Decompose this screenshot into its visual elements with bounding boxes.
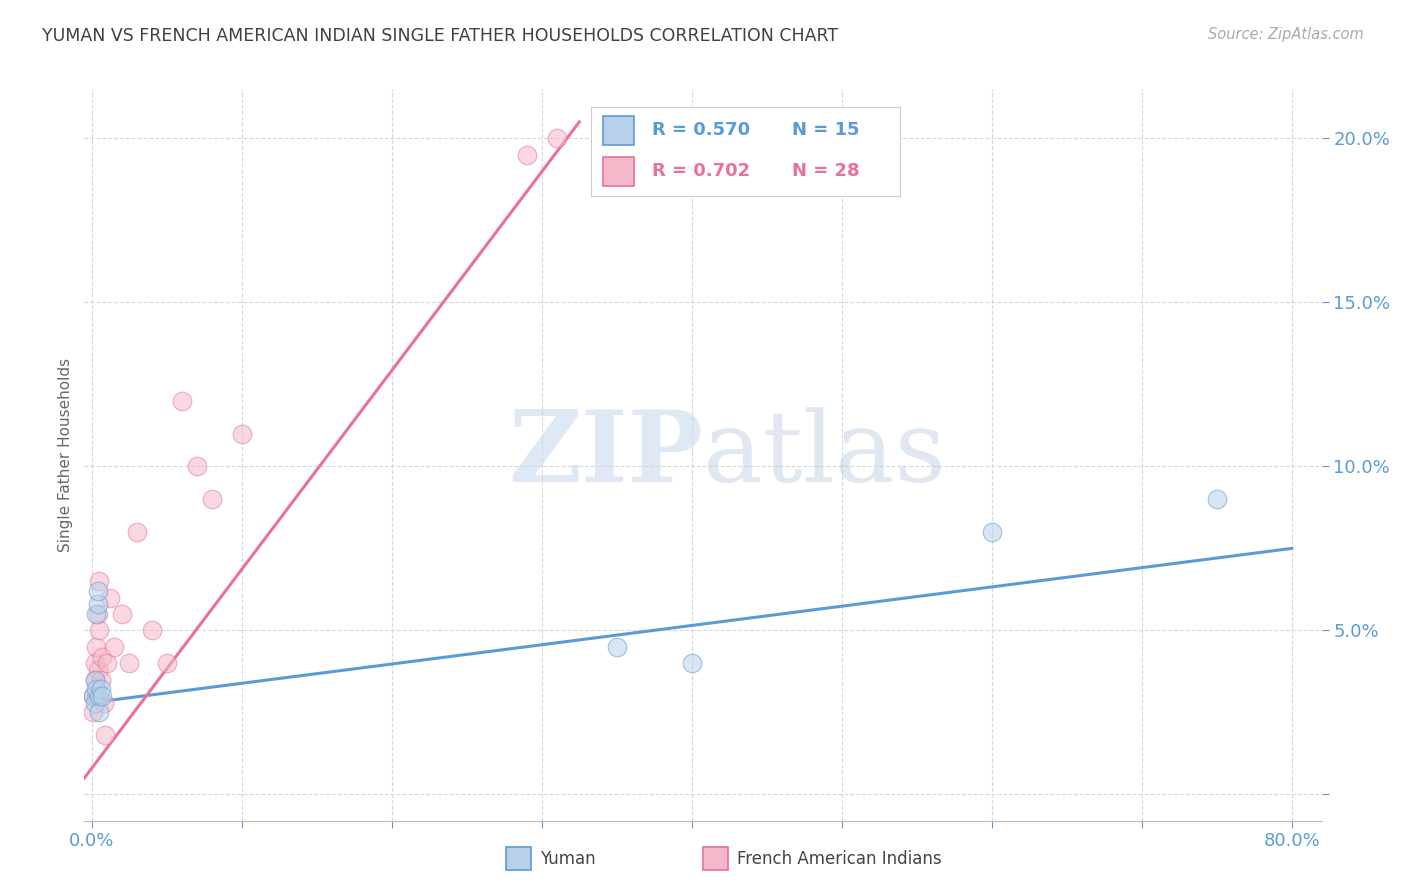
Point <box>82 706 104 720</box>
Point <box>90 682 112 697</box>
Point <box>83 696 105 710</box>
Point <box>980 524 1002 539</box>
Point <box>91 689 114 703</box>
Text: YUMAN VS FRENCH AMERICAN INDIAN SINGLE FATHER HOUSEHOLDS CORRELATION CHART: YUMAN VS FRENCH AMERICAN INDIAN SINGLE F… <box>42 27 838 45</box>
Point <box>94 728 117 742</box>
Point <box>111 607 134 621</box>
Point <box>91 649 114 664</box>
Point <box>87 584 110 599</box>
Y-axis label: Single Father Households: Single Father Households <box>58 358 73 552</box>
Point <box>606 640 628 654</box>
Point <box>86 689 108 703</box>
Point <box>516 148 538 162</box>
Point <box>83 673 105 687</box>
Point <box>141 624 163 638</box>
Text: N = 28: N = 28 <box>792 162 859 180</box>
Point <box>83 673 105 687</box>
Point <box>1205 492 1227 507</box>
Point <box>89 624 111 638</box>
FancyBboxPatch shape <box>603 157 634 186</box>
Point <box>201 492 224 507</box>
Point <box>170 393 193 408</box>
Point <box>125 524 148 539</box>
Text: Source: ZipAtlas.com: Source: ZipAtlas.com <box>1208 27 1364 42</box>
Point <box>186 459 208 474</box>
Point <box>96 656 118 670</box>
FancyBboxPatch shape <box>603 116 634 145</box>
Point <box>89 689 111 703</box>
Point <box>83 656 105 670</box>
Point <box>98 591 121 605</box>
Point <box>87 663 110 677</box>
Text: R = 0.570: R = 0.570 <box>652 121 751 139</box>
Text: French American Indians: French American Indians <box>737 850 942 868</box>
Point <box>87 597 110 611</box>
Point <box>118 656 141 670</box>
Point <box>93 696 115 710</box>
Point <box>86 682 108 697</box>
Point <box>156 656 179 670</box>
Text: R = 0.702: R = 0.702 <box>652 162 751 180</box>
Text: atlas: atlas <box>703 407 946 503</box>
Point <box>681 656 703 670</box>
Point <box>87 607 110 621</box>
Point <box>90 673 112 687</box>
Point <box>82 689 104 703</box>
Point <box>89 706 111 720</box>
Point <box>103 640 125 654</box>
Text: Yuman: Yuman <box>540 850 596 868</box>
Text: N = 15: N = 15 <box>792 121 859 139</box>
Text: ZIP: ZIP <box>508 407 703 503</box>
Point <box>231 426 253 441</box>
Point <box>89 574 111 589</box>
Point <box>86 607 108 621</box>
Point <box>82 689 104 703</box>
Point <box>86 640 108 654</box>
Point <box>546 131 568 145</box>
